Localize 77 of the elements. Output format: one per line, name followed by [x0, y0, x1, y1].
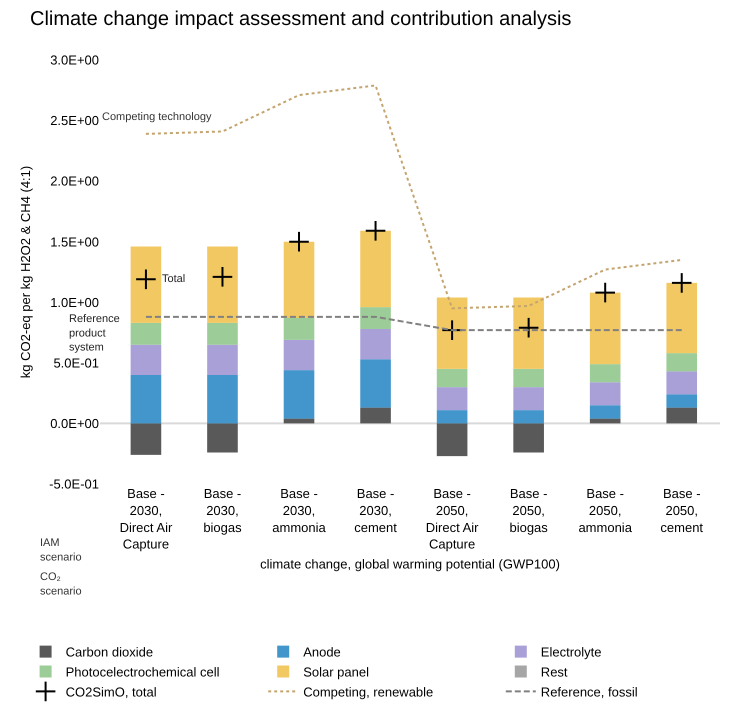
bar [130, 322, 162, 345]
bar [590, 382, 620, 406]
bar [207, 246, 238, 323]
text: CO₂ scenario [40, 571, 82, 598]
point [594, 282, 616, 304]
y-tick-label: -5.0E-01 [49, 476, 99, 492]
legend-label: Photocelectrochemical cell [66, 664, 220, 680]
annotation: Reference product system [69, 313, 120, 354]
bar [590, 405, 620, 419]
legend-label: Carbon dioxide [66, 644, 154, 660]
legend-label: Electrolyte [540, 644, 602, 660]
x-tick-label: Base - 2050, cement [660, 486, 704, 535]
y-axis-title: kg CO2-eq per kg H2O2 & CH4 (4:1) [18, 166, 34, 378]
legend-label: Reference, fossil [540, 684, 638, 700]
bar [360, 307, 391, 329]
bar [436, 387, 468, 410]
legend-label: Solar panel [303, 664, 370, 680]
bar [666, 282, 698, 354]
bar [666, 353, 698, 372]
bar [666, 371, 698, 394]
y-tick-label: 3.0E+00 [50, 52, 99, 68]
bar [436, 410, 468, 424]
x-tick-label: Base - 2030, cement [354, 486, 398, 535]
bar [284, 418, 314, 424]
x-tick-label: Base - 2050, ammonia [578, 486, 633, 535]
x-tick-label: Base - 2030, ammonia [272, 486, 327, 535]
annotation: Competing technology [102, 111, 212, 123]
bar [360, 328, 391, 360]
bar [207, 344, 238, 375]
legend-label: CO2SimO, total [66, 684, 157, 700]
bar [590, 418, 620, 424]
bar [130, 246, 162, 323]
y-tick-label: 1.0E+00 [50, 294, 99, 310]
bar [130, 344, 162, 375]
bar [436, 297, 468, 369]
bar [513, 368, 544, 388]
bar [590, 292, 620, 364]
y-tick-label: 5.0E-01 [53, 355, 99, 370]
x-tick-label: Base - 2050, Direct Air Capture [426, 486, 480, 552]
bar [207, 423, 238, 452]
point [364, 220, 386, 242]
y-tick-label: 0.0E+00 [50, 416, 99, 431]
y-tick-label: 2.0E+00 [50, 174, 99, 189]
bar [284, 318, 314, 340]
bar [130, 423, 162, 455]
point [288, 230, 310, 253]
bar [666, 394, 698, 408]
bar [436, 368, 468, 388]
bar [513, 297, 544, 369]
legend-label: Competing, renewable [303, 684, 434, 700]
bar [360, 230, 391, 308]
y-tick-label: 2.5E+00 [50, 113, 99, 128]
bar [207, 374, 238, 424]
bar [590, 364, 620, 382]
x-tick-label: Base - 2050, biogas [509, 486, 548, 535]
bar [130, 374, 162, 424]
text: IAM scenario [40, 537, 82, 564]
bar [436, 423, 468, 456]
bar [360, 408, 391, 424]
bar [360, 359, 391, 408]
bar [284, 340, 314, 370]
bar [513, 410, 544, 424]
chart-title: Climate change impact assessment and contribution analysis [30, 8, 572, 30]
legend-label: Anode [303, 644, 341, 660]
bar [284, 370, 314, 419]
bar [513, 387, 544, 410]
bar [513, 423, 544, 452]
annotation: Total [162, 273, 186, 285]
bar [207, 322, 238, 345]
x-axis-title: climate change, global warming potential (GWP100) [260, 556, 560, 572]
x-tick-label: Base - 2030, Direct Air Capture [120, 486, 173, 552]
y-tick-label: 1.5E+00 [50, 234, 99, 250]
legend-label: Rest [540, 664, 568, 680]
bar [284, 242, 314, 318]
x-tick-label: Base - 2030, biogas [203, 486, 242, 535]
point [670, 272, 693, 294]
bar [666, 408, 698, 424]
